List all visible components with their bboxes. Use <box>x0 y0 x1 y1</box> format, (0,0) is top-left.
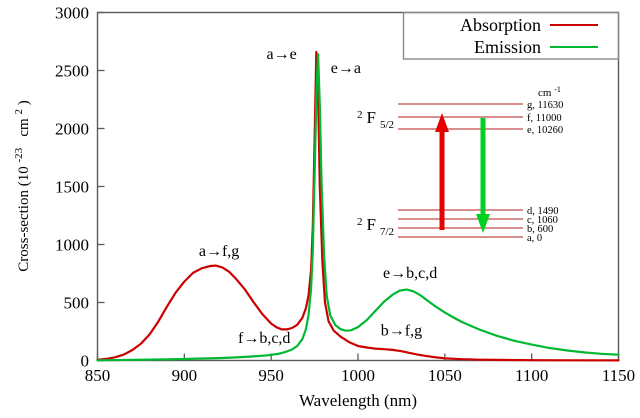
manifold-label-2F5-2: 2 F 5/2 <box>357 105 394 131</box>
series-curves <box>96 50 620 362</box>
manifold-letter: F <box>367 108 376 127</box>
transition-labels: a→e e→a a→f,g f→b,c,d e→b,c,d b→f,g <box>199 46 437 347</box>
level-label-a: a, 0 <box>527 233 542 244</box>
transition-label: b→f,g <box>381 323 422 340</box>
legend-box <box>402 11 620 60</box>
manifold-sub: 5/2 <box>380 119 394 131</box>
x-tick-label: 850 <box>85 366 111 385</box>
y-axis-title: Cross-section (10 -23 cm 2 ) <box>10 100 32 271</box>
y-tick-label: 1000 <box>55 236 89 255</box>
x-tick-label: 950 <box>258 366 284 385</box>
x-tick-label: 1000 <box>341 366 375 385</box>
y-axis-title-exponent: -23 <box>13 147 25 162</box>
energy-level-inset: cm -1 2 F 5/2 2 F 7/2 g, 11630 f, 11000e,… <box>357 85 563 244</box>
manifold-letter: F <box>367 215 376 234</box>
y-axis-title-text: Cross-section (10 <box>16 166 32 271</box>
y-axis-title-close: ) <box>16 100 32 105</box>
up-arrow-head <box>435 113 449 132</box>
legend: Absorption Emission <box>402 11 620 60</box>
level-label-b: b, 600 <box>527 224 553 235</box>
x-tick-label: 1100 <box>515 366 548 385</box>
transition-label: e→b,c,d <box>383 265 437 282</box>
manifold-sup: 2 <box>357 216 363 228</box>
y-tick-label: 3000 <box>55 4 89 23</box>
transition-label: a→f,g <box>199 243 239 260</box>
y-tick-label: 1500 <box>55 178 89 197</box>
transition-label: a→e <box>266 46 296 63</box>
level-label-c: c, 1060 <box>527 215 558 226</box>
manifold-sup: 2 <box>357 109 363 121</box>
x-axis-title: Wavelength (nm) <box>299 391 417 410</box>
legend-label-absorption: Absorption <box>460 15 541 35</box>
inset-unit-label: cm -1 <box>538 85 561 99</box>
transition-label: e→a <box>331 60 361 77</box>
x-tick-label: 1150 <box>602 366 635 385</box>
y-tick-label: 2000 <box>55 120 89 139</box>
axis-tick-labels: 850 900 950 1000 1050 1100 1150 0 500 1000 1500 200… <box>55 4 635 386</box>
legend-label-emission: Emission <box>474 37 541 57</box>
x-tick-label: 1050 <box>428 366 462 385</box>
level-label-f: f, 11000 <box>527 113 562 124</box>
y-axis-title-unit-exponent: 2 <box>13 109 25 115</box>
level-label-d: d, 1490 <box>527 206 559 217</box>
manifold-label-2F7-2: 2 F 7/2 <box>357 212 394 238</box>
y-tick-label: 500 <box>64 294 90 313</box>
absorption-curve <box>96 50 620 362</box>
y-axis-title-unit: cm <box>16 118 32 144</box>
inset-unit-base: cm <box>538 87 552 99</box>
down-arrow-head <box>476 214 490 233</box>
emission-curve <box>96 53 620 362</box>
transition-label: f→b,c,d <box>238 330 290 347</box>
y-tick-label: 2500 <box>55 62 89 81</box>
manifold-sub: 7/2 <box>380 226 394 238</box>
transition-arrows <box>435 113 490 233</box>
inset-unit-exponent: -1 <box>554 85 561 94</box>
level-label-e: e, 10260 <box>527 125 563 136</box>
x-tick-label: 900 <box>172 366 198 385</box>
level-label-g: g, 11630 <box>527 100 563 111</box>
y-tick-label: 0 <box>81 352 90 371</box>
